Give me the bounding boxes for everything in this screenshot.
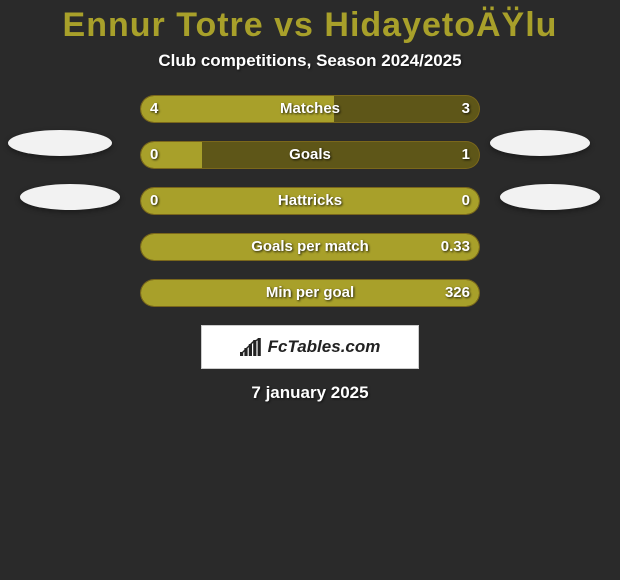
bar-fill bbox=[141, 280, 479, 306]
stat-row: Min per goal326 bbox=[0, 279, 620, 307]
brand-inner: FcTables.com bbox=[240, 337, 381, 357]
bar-track bbox=[140, 141, 480, 169]
page-subtitle: Club competitions, Season 2024/2025 bbox=[0, 51, 620, 71]
decorative-ellipse bbox=[20, 184, 120, 210]
bar-track bbox=[140, 95, 480, 123]
barchart-icon bbox=[240, 338, 262, 356]
brand-text: FcTables.com bbox=[268, 337, 381, 357]
decorative-ellipse bbox=[8, 130, 112, 156]
decorative-ellipse bbox=[500, 184, 600, 210]
bar-fill bbox=[141, 96, 334, 122]
stat-left-value: 0 bbox=[150, 187, 158, 215]
stat-right-value: 1 bbox=[462, 141, 470, 169]
bar-fill bbox=[141, 188, 479, 214]
bar-track bbox=[140, 187, 480, 215]
infographic-container: Ennur Totre vs HidayetoÄŸlu Club competi… bbox=[0, 6, 620, 403]
stat-row: Goals per match0.33 bbox=[0, 233, 620, 261]
stat-right-value: 0.33 bbox=[441, 233, 470, 261]
stat-right-value: 0 bbox=[462, 187, 470, 215]
bar-track bbox=[140, 233, 480, 261]
page-title: Ennur Totre vs HidayetoÄŸlu bbox=[0, 6, 620, 45]
stat-left-value: 0 bbox=[150, 141, 158, 169]
stat-row: Matches43 bbox=[0, 95, 620, 123]
date-line: 7 january 2025 bbox=[0, 383, 620, 403]
bar-fill bbox=[141, 234, 479, 260]
decorative-ellipse bbox=[490, 130, 590, 156]
stat-right-value: 326 bbox=[445, 279, 470, 307]
brand-box[interactable]: FcTables.com bbox=[201, 325, 419, 369]
stat-left-value: 4 bbox=[150, 95, 158, 123]
bar-track bbox=[140, 279, 480, 307]
stat-right-value: 3 bbox=[462, 95, 470, 123]
